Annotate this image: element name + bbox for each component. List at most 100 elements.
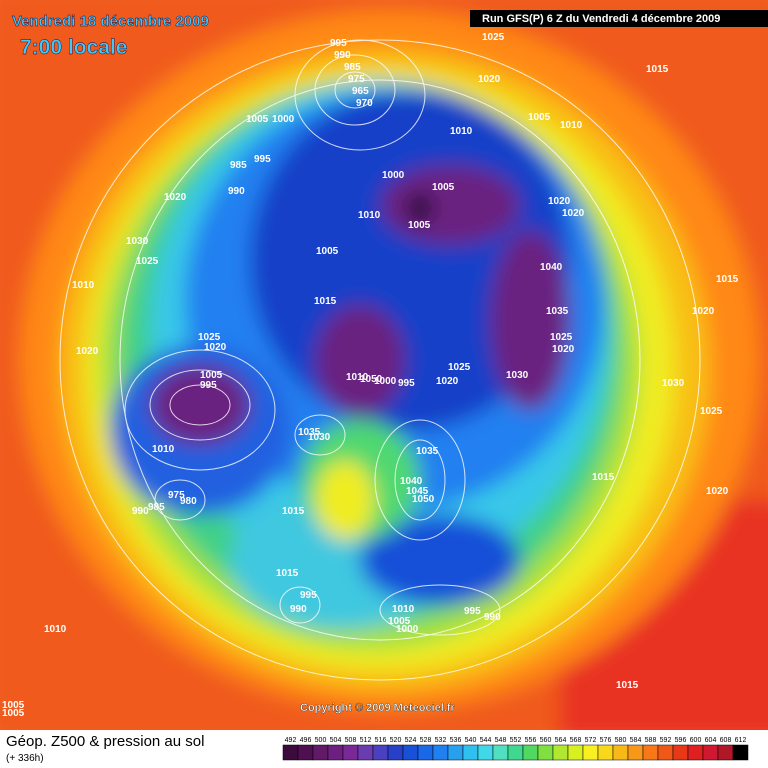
scale-swatch	[687, 744, 704, 761]
scale-swatch	[477, 744, 494, 761]
scale-label: 540	[465, 737, 477, 744]
isobar-label: 1030	[662, 378, 685, 389]
isobar-label: 1005	[316, 246, 339, 257]
isobar-label: 975	[348, 74, 365, 85]
scale-label: 596	[675, 737, 687, 744]
isobar-label: 1005	[388, 616, 411, 627]
scale-swatch	[537, 744, 554, 761]
scale-label: 516	[375, 737, 387, 744]
scale-swatch	[462, 744, 479, 761]
isobar-label: 1035	[546, 306, 569, 317]
isobar-label: 990	[290, 604, 307, 615]
copyright: Copyright © 2009 Meteociel.fr	[300, 702, 456, 714]
isobar-label: 1010	[560, 120, 583, 131]
isobar-label: 1020	[204, 342, 227, 353]
scale-label: 604	[705, 737, 717, 744]
scale-swatch	[732, 744, 749, 761]
isobar-label: 1025	[136, 256, 159, 267]
isobar-label: 1010	[72, 280, 95, 291]
scale-swatch	[597, 744, 614, 761]
isobar-label: 1025	[448, 362, 471, 373]
isobar-label: 1020	[692, 306, 715, 317]
isobars	[59, 39, 701, 681]
isobar-label: 990	[132, 506, 149, 517]
scale-label: 608	[720, 737, 732, 744]
scale-label: 512	[360, 737, 372, 744]
isobar-label: 1030	[506, 370, 529, 381]
scale-label: 536	[450, 737, 462, 744]
scale-swatch	[327, 744, 344, 761]
scale-swatch	[552, 744, 569, 761]
isobar-label: 990	[228, 186, 245, 197]
isobar-label: 1030	[126, 236, 149, 247]
isobar-label: 1005	[528, 112, 551, 123]
scale-swatch	[507, 744, 524, 761]
isobar-label: 1020	[436, 376, 459, 387]
scale-swatch	[642, 744, 659, 761]
isobar-label: 1005	[246, 114, 269, 125]
footer-title: Géop. Z500 & pression au sol	[6, 733, 204, 750]
isobar-label: 1025	[700, 406, 723, 417]
isobar-label: 1025	[482, 32, 505, 43]
scale-label: 580	[615, 737, 627, 744]
isobar-label: 990	[484, 612, 501, 623]
scale-swatch	[492, 744, 509, 761]
isobar-label: 980	[180, 496, 197, 507]
scale-label: 548	[495, 737, 507, 744]
scale-label: 572	[585, 737, 597, 744]
isobar-label: 1025	[198, 332, 221, 343]
isobar-label: 1010	[346, 372, 369, 383]
isobar-label: 1015	[276, 568, 299, 579]
isobar-label: 1010	[358, 210, 381, 221]
scale-swatch	[432, 744, 449, 761]
isobar-label: 1015	[716, 274, 739, 285]
isobar-label: 1010	[392, 604, 415, 615]
scale-label: 556	[525, 737, 537, 744]
isobar-label: 1005	[200, 370, 223, 381]
scale-swatch	[297, 744, 314, 761]
isobar-label: 1020	[76, 346, 99, 357]
scale-swatch	[387, 744, 404, 761]
scale-swatch	[522, 744, 539, 761]
scale-swatch	[657, 744, 674, 761]
scale-label: 504	[330, 737, 342, 744]
isobar-label: 1000	[272, 114, 295, 125]
scale-label: 592	[660, 737, 672, 744]
isobar-label: 1020	[478, 74, 501, 85]
scale-label: 528	[420, 737, 432, 744]
isobar-label: 1015	[592, 472, 615, 483]
scale-label: 520	[390, 737, 402, 744]
isobar-label: 995	[200, 380, 217, 391]
isobar-label: 995	[330, 38, 347, 49]
isobar-label: 1035	[416, 446, 439, 457]
date: Vendredi 18 décembre 2009	[12, 13, 209, 30]
scale-swatch	[357, 744, 374, 761]
isobar-label: 965	[352, 86, 369, 97]
isobar-label: 1015	[282, 506, 305, 517]
scale-swatch	[582, 744, 599, 761]
isobar-label: 1015	[314, 296, 337, 307]
scale-swatch	[627, 744, 644, 761]
scale-label: 496	[300, 737, 312, 744]
scale-label: 544	[480, 737, 492, 744]
isobar-label: 1000	[374, 376, 397, 387]
isobar-label: 1000	[396, 624, 419, 635]
run-box	[470, 10, 768, 27]
isobar-label: 985	[148, 502, 165, 513]
isobar-label: 1005	[432, 182, 455, 193]
scale-swatch	[342, 744, 359, 761]
isobar-label: 995	[300, 590, 317, 601]
isobar-label: 1020	[548, 196, 571, 207]
map: 9959909859759659701025101510201005101010…	[0, 0, 768, 730]
scale-label: 500	[315, 737, 327, 744]
scale-swatch	[567, 744, 584, 761]
scale-swatch	[312, 744, 329, 761]
scale-label: 532	[435, 737, 447, 744]
time: 7:00 locale	[20, 36, 127, 59]
footer: Géop. Z500 & pression au sol (+ 336h) 49…	[6, 733, 749, 764]
run-info: Run GFS(P) 6 Z du Vendredi 4 décembre 20…	[482, 13, 720, 25]
scale-swatch	[282, 744, 299, 761]
isobar-label: 1005	[2, 708, 25, 719]
isobar-label: 1025	[550, 332, 573, 343]
